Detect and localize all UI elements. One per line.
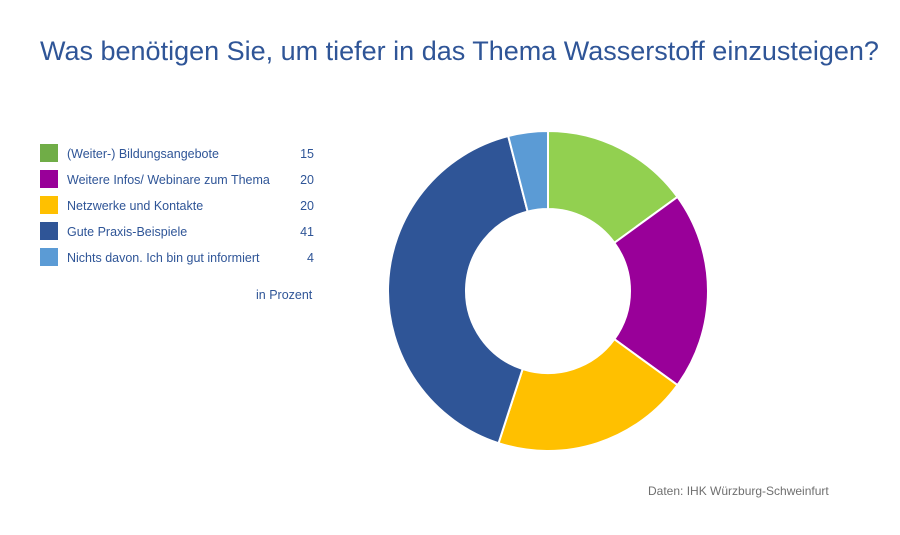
donut-slice-netzwerke [497,337,679,452]
source-note: Daten: IHK Würzburg-Schweinfurt [648,484,829,498]
donut-slice-praxis-beispiele [387,134,529,445]
legend-item-netzwerke: Netzwerke und Kontakte 20 [40,194,320,220]
legend-item-bildungsangebote: (Weiter-) Bildungsangebote 15 [40,142,320,168]
legend-value-webinare: 20 [300,173,314,187]
legend-swatch-netzwerke [40,196,58,214]
legend-swatch-bildungsangebote [40,144,58,162]
donut-slice-nichts-davon [506,129,549,213]
legend-swatch-nichts-davon [40,248,58,266]
legend-swatch-webinare [40,170,58,188]
legend-item-praxis-beispiele: Gute Praxis-Beispiele 41 [40,220,320,246]
legend-item-webinare: Weitere Infos/ Webinare zum Thema 20 [40,168,320,194]
legend-label-webinare: Weitere Infos/ Webinare zum Thema [67,173,270,187]
legend-label-bildungsangebote: (Weiter-) Bildungsangebote [67,147,219,161]
donut-chart [387,129,709,452]
legend-value-bildungsangebote: 15 [300,147,314,161]
legend-label-netzwerke: Netzwerke und Kontakte [67,199,204,213]
legend-value-netzwerke: 20 [300,199,314,213]
legend-value-praxis-beispiele: 41 [300,225,314,239]
unit-note: in Prozent [256,288,313,302]
legend-item-nichts-davon: Nichts davon. Ich bin gut informiert 4 [40,246,320,272]
legend-value-nichts-davon: 4 [307,251,314,265]
donut-slice-webinare [612,195,709,387]
chart-title: Was benötigen Sie, um tiefer in das Them… [40,36,879,66]
legend: (Weiter-) Bildungsangebote 15 Weitere In… [40,142,320,272]
legend-label-praxis-beispiele: Gute Praxis-Beispiele [67,225,188,239]
legend-label-nichts-davon: Nichts davon. Ich bin gut informiert [67,251,260,265]
legend-swatch-praxis-beispiele [40,222,58,240]
